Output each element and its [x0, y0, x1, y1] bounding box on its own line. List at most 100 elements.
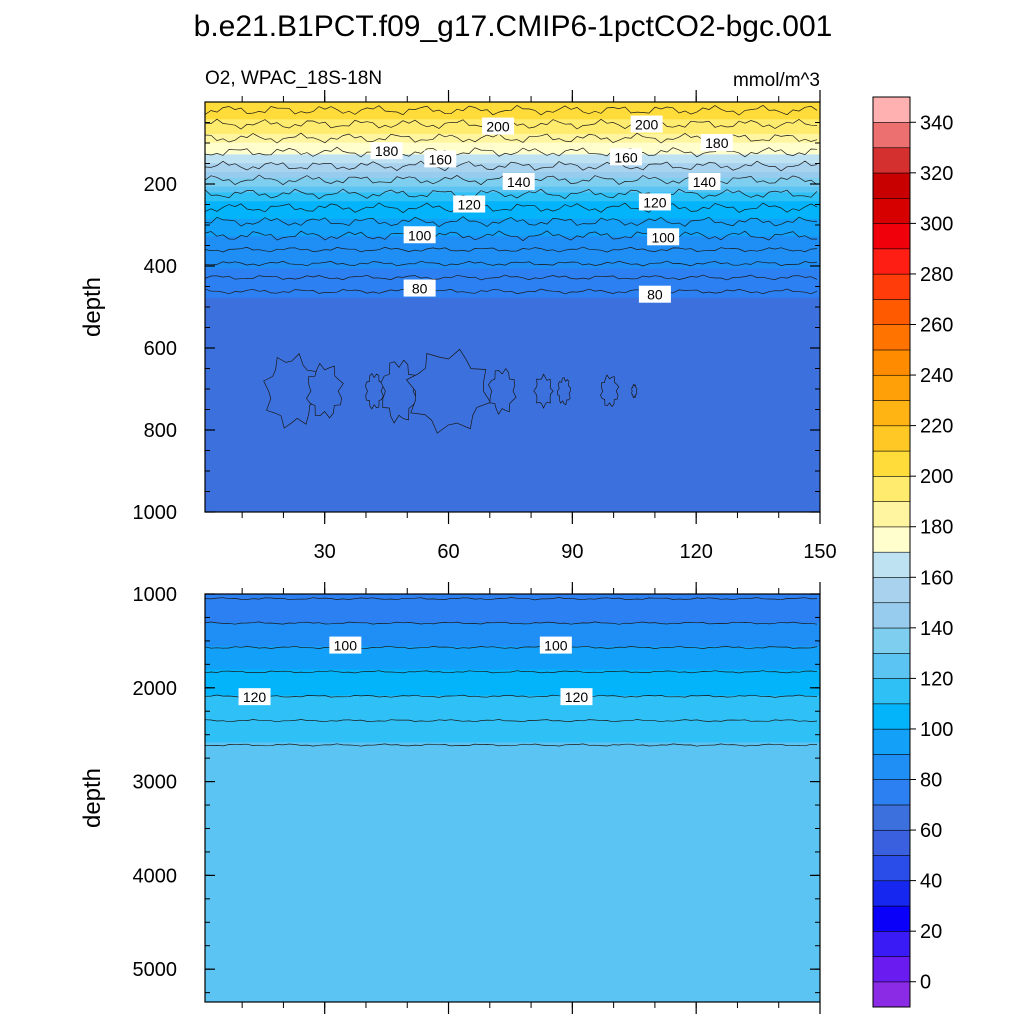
minimum-zone	[263, 353, 320, 429]
svg-text:100: 100	[651, 229, 675, 245]
contour-band	[205, 256, 820, 261]
colorbar-swatch	[872, 728, 911, 755]
colorbar-tick-label: 80	[920, 770, 942, 792]
contour-band	[205, 335, 820, 340]
svg-text:160: 160	[614, 149, 638, 165]
contour-band	[205, 686, 820, 691]
colorbar-swatch	[872, 981, 911, 1008]
contour-band	[205, 429, 820, 434]
svg-text:140: 140	[507, 174, 531, 190]
y-tick-label: 1000	[133, 502, 178, 524]
contour-band	[205, 432, 820, 437]
contour-band	[205, 794, 820, 799]
contour-label: 120	[560, 688, 593, 706]
contour-band	[205, 681, 820, 685]
svg-text:100: 100	[544, 638, 568, 654]
contour-band	[205, 806, 820, 810]
contour-band	[205, 975, 820, 979]
contour-band	[205, 861, 820, 866]
contour-band	[205, 415, 820, 419]
svg-text:180: 180	[375, 143, 399, 159]
colorbar-tick-label: 340	[920, 112, 953, 134]
contour-band	[205, 499, 820, 504]
colorbar-swatch	[872, 678, 911, 705]
contour-band	[205, 695, 820, 700]
chart-title: b.e21.B1PCT.f09_g17.CMIP6-1pctCO2-bgc.00…	[194, 10, 833, 43]
contour-band	[205, 937, 820, 942]
contour-band	[205, 212, 820, 217]
contour-band	[205, 233, 820, 238]
colorbar-tick-label: 280	[920, 264, 953, 286]
contour-band	[205, 300, 820, 305]
contour-band	[205, 855, 820, 860]
contour-band	[205, 321, 820, 325]
contour-band	[205, 151, 820, 156]
colorbar-swatch	[872, 779, 911, 806]
contour-band	[205, 347, 820, 352]
contour-band	[205, 353, 820, 358]
contour-band	[205, 704, 820, 708]
contour-band	[205, 972, 820, 977]
contour-line	[205, 670, 818, 674]
contour-line	[205, 146, 818, 158]
contour-band	[205, 145, 820, 150]
colorbar-swatch	[872, 551, 911, 578]
contour-band	[205, 879, 820, 883]
contour-band	[205, 482, 820, 486]
minimum-zone	[631, 383, 638, 399]
contour-label: 180	[370, 142, 403, 160]
contour-band	[205, 943, 820, 947]
contour-band	[205, 198, 820, 202]
contour-band	[205, 619, 820, 624]
contour-band	[205, 660, 820, 665]
contour-band	[205, 456, 820, 460]
colorbar-swatch	[872, 96, 911, 123]
contour-band	[205, 771, 820, 775]
contour-band	[205, 253, 820, 258]
contour-band	[205, 707, 820, 711]
colorbar-tick-label: 60	[920, 820, 942, 842]
contour-band	[205, 829, 820, 834]
contour-band	[205, 917, 820, 921]
contour-band	[205, 870, 820, 875]
colorbar-swatch	[872, 501, 911, 528]
contour-band	[205, 748, 820, 752]
svg-text:120: 120	[457, 197, 481, 213]
contour-band	[205, 902, 820, 907]
contour-band	[205, 324, 820, 328]
contour-band	[205, 920, 820, 924]
contour-band	[205, 344, 820, 349]
contour-band	[205, 297, 820, 302]
contour-band	[205, 733, 820, 738]
contour-band	[205, 491, 820, 495]
contour-band	[205, 960, 820, 965]
minimum-zone	[380, 359, 418, 424]
contour-band	[205, 643, 820, 647]
contour-band	[205, 742, 820, 746]
x-tick-label: 90	[561, 541, 583, 563]
contour-band	[205, 949, 820, 953]
svg-text:200: 200	[486, 119, 510, 135]
contour-band	[205, 113, 820, 117]
contour-band	[205, 818, 820, 822]
contour-band	[205, 163, 820, 167]
contour-band	[205, 995, 820, 1000]
contour-band	[205, 768, 820, 773]
contour-band	[205, 494, 820, 498]
contour-band	[205, 333, 820, 337]
contour-line	[205, 260, 818, 267]
svg-text:100: 100	[334, 638, 358, 654]
contour-band	[205, 599, 820, 604]
contour-band	[205, 899, 820, 904]
contour-band	[205, 838, 820, 843]
contour-band	[205, 788, 820, 793]
minimum-zone	[488, 367, 517, 415]
contour-band	[205, 294, 820, 299]
colorbar-tick-label: 40	[920, 871, 942, 893]
contour-band	[205, 826, 820, 831]
contour-label: 120	[638, 193, 671, 211]
contour-band	[205, 876, 820, 880]
contour-band	[205, 400, 820, 404]
contour-band	[205, 914, 820, 918]
contour-band	[205, 110, 820, 115]
